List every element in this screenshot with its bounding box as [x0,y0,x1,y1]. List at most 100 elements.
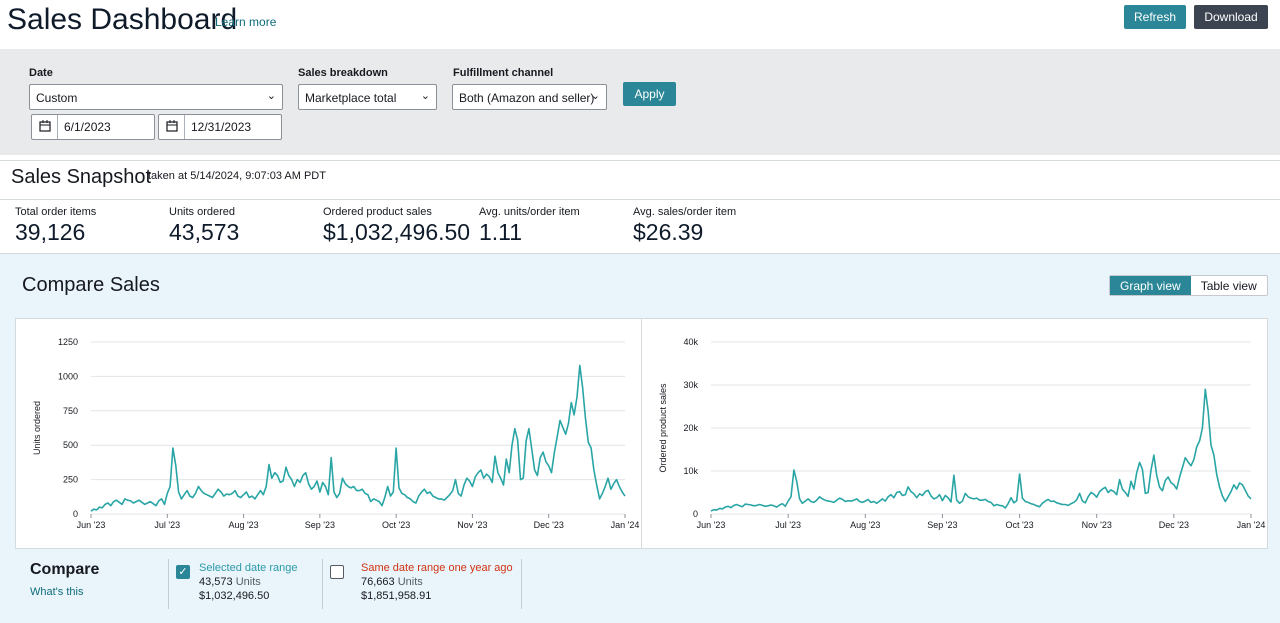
y-tick-label: 0 [693,509,698,519]
metric-value: 1.11 [479,219,523,245]
metric-label: Total order items [15,206,97,218]
y-tick-label: 500 [63,440,78,450]
graph-view-button[interactable]: Graph view [1110,276,1191,295]
y-axis-label: Units ordered [32,401,42,455]
metric-label: Units ordered [169,206,236,218]
filter-panel: Date Custom ⌄ 6/1/2023 12/31/2023 Sales … [0,49,1280,155]
date-select-value: Custom [36,91,78,105]
metric-label: Avg. units/order item [479,206,580,218]
x-tick-label: Jul '23 [775,520,801,530]
selected-range-units: 43,573 [199,576,233,588]
chevron-down-icon: ⌄ [420,90,430,102]
apply-button[interactable]: Apply [623,82,676,106]
x-tick-label: Oct '23 [1005,520,1033,530]
page-title: Sales Dashboard [7,3,238,36]
metric-avg-units: Avg. units/order item 1.11 [479,206,580,246]
x-tick-label: Jan '24 [1237,520,1266,530]
selected-range-sales: $1,032,496.50 [199,590,270,602]
series-line [710,388,1252,512]
calendar-icon[interactable] [159,115,185,139]
last-year-checkbox[interactable] [330,565,344,579]
compare-sales-section: Compare Sales Graph view Table view 0 250… [0,253,1280,623]
selected-range-label: Selected date range [199,562,298,574]
x-tick-label: Nov '23 [457,520,487,530]
series-line [90,364,626,512]
snapshot-timestamp: taken at 5/14/2024, 9:07:03 AM PDT [148,170,326,182]
x-tick-label: Aug '23 [228,520,258,530]
start-date-value: 6/1/2023 [64,120,111,134]
view-toggle: Graph view Table view [1109,275,1268,296]
download-button[interactable]: Download [1194,5,1268,29]
units-ordered-chart: 0 250 500 750 1000 1250 Jun '23 Jul '23 Aug '23 S… [32,337,640,530]
chevron-down-icon: ⌄ [266,90,276,102]
divider [521,559,522,609]
metric-total-order-items: Total order items 39,126 [15,206,96,246]
fulfillment-select[interactable]: Both (Amazon and seller) ⌄ [452,84,607,110]
date-select[interactable]: Custom ⌄ [29,84,283,110]
x-tick-label: Nov '23 [1082,520,1112,530]
whats-this-link[interactable]: What's this [30,586,84,598]
metric-value: 43,573 [169,219,240,245]
y-tick-label: 1250 [58,337,78,347]
breakdown-select-value: Marketplace total [305,91,397,105]
metric-value: $26.39 [633,219,704,245]
breakdown-label: Sales breakdown [298,67,388,79]
x-tick-label: Jan '24 [611,520,640,530]
compare-sales-title: Compare Sales [22,274,160,296]
divider [168,559,169,609]
fulfillment-select-value: Both (Amazon and seller) [459,91,595,105]
x-tick-label: Jul '23 [154,520,180,530]
y-tick-label: 40k [683,337,698,347]
end-date-field[interactable]: 12/31/2023 [158,114,282,140]
snapshot-header: Sales Snapshot taken at 5/14/2024, 9:07:… [0,160,1280,200]
header: Sales Dashboard Learn more Refresh Downl… [0,0,1280,48]
fulfillment-label: Fulfillment channel [453,67,554,79]
y-tick-label: 20k [683,423,698,433]
y-tick-label: 10k [683,466,698,476]
last-year-units: 76,663 [361,576,395,588]
units-word: Units [397,576,423,588]
metric-avg-sales: Avg. sales/order item $26.39 [633,206,736,246]
start-date-field[interactable]: 6/1/2023 [31,114,155,140]
x-tick-label: Sep '23 [305,520,335,530]
x-tick-label: Jun '23 [697,520,726,530]
date-label: Date [29,67,53,79]
ordered-product-sales-chart: 0 10k 20k 30k 40k Jun '23 Jul '23 Aug '23 Sep '2… [658,337,1266,530]
refresh-button[interactable]: Refresh [1124,5,1186,29]
y-tick-label: 30k [683,380,698,390]
metric-value: 39,126 [15,219,86,245]
end-date-value: 12/31/2023 [191,120,252,134]
x-tick-label: Sep '23 [927,520,957,530]
chevron-down-icon: ⌄ [590,90,600,102]
last-year-legend: Same date range one year ago 76,663 Unit… [361,561,513,603]
x-tick-label: Oct '23 [382,520,410,530]
x-tick-label: Jun '23 [77,520,106,530]
y-tick-label: 250 [63,475,78,485]
y-tick-label: 0 [73,509,78,519]
metric-value: $1,032,496.50 [323,219,471,245]
metric-units-ordered: Units ordered 43,573 [169,206,239,246]
metric-ordered-product-sales: Ordered product sales $1,032,496.50 [323,206,470,246]
breakdown-select[interactable]: Marketplace total ⌄ [298,84,437,110]
x-tick-label: Aug '23 [850,520,880,530]
selected-range-checkbox[interactable]: ✓ [176,565,190,579]
snapshot-title: Sales Snapshot [11,166,152,188]
x-tick-label: Dec '23 [1159,520,1189,530]
x-tick-label: Dec '23 [534,520,564,530]
table-view-button[interactable]: Table view [1200,279,1257,293]
last-year-sales: $1,851,958.91 [361,590,432,602]
compare-title: Compare [30,561,100,578]
y-axis-label: Ordered product sales [658,383,668,473]
y-tick-label: 750 [63,406,78,416]
learn-more-link[interactable]: Learn more [215,15,277,29]
metric-label: Avg. sales/order item [633,206,737,218]
chart-divider [641,319,642,548]
units-word: Units [235,576,261,588]
divider [322,559,323,609]
last-year-label: Same date range one year ago [361,562,513,574]
calendar-icon[interactable] [32,115,58,139]
charts-panel: 0 250 500 750 1000 1250 Jun '23 Jul '23 Aug '23 S… [15,318,1268,549]
selected-range-legend: Selected date range 43,573 Units $1,032,… [199,561,297,603]
metric-label: Ordered product sales [323,206,432,218]
y-tick-label: 1000 [58,371,78,381]
